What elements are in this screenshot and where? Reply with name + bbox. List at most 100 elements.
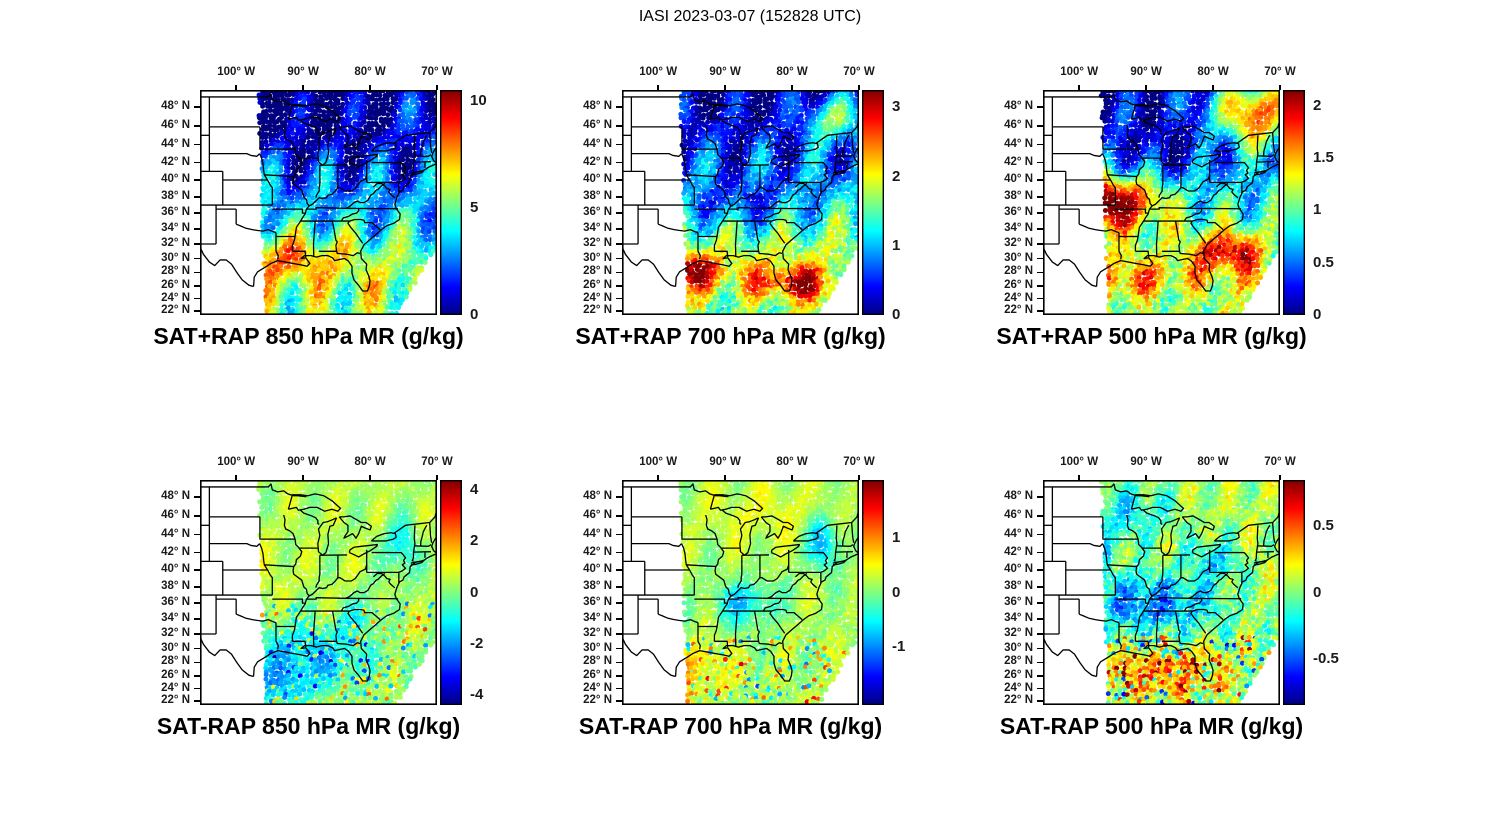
lat-tick-label: 40° N bbox=[161, 173, 190, 185]
lon-tick-label: 80° W bbox=[354, 456, 386, 468]
lat-tick-mark bbox=[1037, 212, 1043, 214]
lon-tick-mark bbox=[235, 475, 237, 480]
panel-caption: SAT+RAP 500 hPa MR (g/kg) bbox=[996, 323, 1307, 349]
lat-tick-mark bbox=[1037, 647, 1043, 650]
lat-tick-label: 26° N bbox=[1004, 668, 1033, 681]
lat-tick-label: 48° N bbox=[1004, 489, 1033, 502]
lon-tick-mark bbox=[858, 475, 860, 480]
lon-tick-label: 80° W bbox=[776, 456, 808, 468]
lat-tick-mark bbox=[616, 647, 622, 650]
panel-caption: SAT+RAP 700 hPa MR (g/kg) bbox=[575, 323, 886, 349]
colorbar-tick-label: 2 bbox=[470, 532, 479, 550]
lat-tick-mark bbox=[194, 243, 200, 245]
lat-tick-label: 22° N bbox=[161, 693, 190, 706]
lat-tick-mark bbox=[1037, 125, 1043, 127]
lon-tick-mark bbox=[791, 85, 793, 90]
lat-tick-label: 22° N bbox=[161, 303, 190, 316]
lat-tick-mark bbox=[1037, 297, 1043, 300]
colorbar-tick-label: -0.5 bbox=[1313, 649, 1339, 667]
lon-tick-mark bbox=[302, 85, 304, 90]
lon-tick-mark bbox=[369, 85, 371, 90]
lat-tick-label: 40° N bbox=[1004, 173, 1033, 185]
lat-tick-mark bbox=[616, 161, 622, 164]
lat-tick-mark bbox=[616, 700, 622, 702]
lat-tick-mark bbox=[616, 515, 622, 517]
colorbar-tick-label: 2 bbox=[892, 167, 901, 185]
map-plot-canvas bbox=[622, 90, 859, 315]
colorbar-tick-label: 3 bbox=[892, 98, 901, 116]
lat-tick-label: 30° N bbox=[583, 641, 612, 654]
lat-tick-label: 34° N bbox=[583, 221, 612, 234]
panel-sat_minus_rap_500: 100° W 90° W 80° W 70° W 48° N 46° N 44° N 42° … bbox=[988, 450, 1357, 749]
lat-tick-mark bbox=[1037, 618, 1043, 620]
colorbar-tick-label: 0 bbox=[1313, 306, 1322, 323]
lat-tick-label: 32° N bbox=[161, 236, 190, 249]
lat-tick-mark bbox=[1037, 143, 1043, 146]
lat-tick-mark bbox=[616, 586, 622, 588]
lat-tick-label: 30° N bbox=[161, 251, 190, 264]
lat-tick-label: 46° N bbox=[1004, 508, 1033, 521]
lon-tick-mark bbox=[436, 85, 438, 90]
lat-tick-mark bbox=[1037, 243, 1043, 245]
lat-tick-label: 26° N bbox=[583, 278, 612, 291]
colorbar-tick-label: 0 bbox=[1313, 583, 1322, 601]
lat-tick-mark bbox=[194, 586, 200, 588]
lat-tick-mark bbox=[1037, 633, 1043, 635]
lon-tick-mark bbox=[1145, 85, 1147, 90]
panel-sat_minus_rap_850: 100° W 90° W 80° W 70° W 48° N 46° N 44° N 42° … bbox=[145, 450, 514, 749]
lat-tick-mark bbox=[1037, 271, 1043, 274]
lat-tick-mark bbox=[194, 515, 200, 517]
lon-tick-label: 90° W bbox=[709, 456, 741, 468]
lat-tick-mark bbox=[194, 675, 200, 677]
lon-tick-label: 70° W bbox=[1264, 456, 1296, 468]
colorbar-tick-label: 1.5 bbox=[1313, 149, 1334, 167]
lat-tick-label: 24° N bbox=[583, 681, 612, 694]
lat-tick-label: 48° N bbox=[583, 99, 612, 112]
lon-tick-mark bbox=[657, 475, 659, 480]
panel-sat_plus_rap_850: 100° W 90° W 80° W 70° W 48° N 46° N 44° N 42° … bbox=[145, 60, 514, 359]
lat-tick-mark bbox=[194, 633, 200, 635]
lat-tick-label: 40° N bbox=[583, 173, 612, 185]
lat-tick-mark bbox=[194, 496, 200, 498]
lat-tick-mark bbox=[194, 228, 200, 230]
lat-tick-label: 28° N bbox=[1004, 265, 1033, 278]
lon-tick-label: 100° W bbox=[639, 66, 678, 78]
colorbar bbox=[862, 90, 884, 315]
lat-tick-mark bbox=[1037, 228, 1043, 230]
lat-tick-mark bbox=[1037, 661, 1043, 664]
lat-tick-label: 38° N bbox=[1004, 189, 1033, 202]
colorbar-tick-label: 1 bbox=[892, 528, 901, 546]
lat-tick-mark bbox=[1037, 196, 1043, 198]
panel-caption: SAT-RAP 850 hPa MR (g/kg) bbox=[156, 713, 461, 739]
lat-tick-label: 26° N bbox=[1004, 278, 1033, 291]
lat-tick-label: 28° N bbox=[1004, 655, 1033, 668]
lon-tick-mark bbox=[302, 475, 304, 480]
lat-tick-label: 46° N bbox=[583, 508, 612, 521]
colorbar-tick-label: 4 bbox=[470, 481, 479, 499]
lat-tick-label: 44° N bbox=[583, 137, 612, 150]
colorbar-tick-label: 0.5 bbox=[1313, 253, 1334, 271]
lat-tick-mark bbox=[1037, 257, 1043, 260]
lon-tick-mark bbox=[724, 475, 726, 480]
colorbar-tick-label: 0 bbox=[892, 306, 901, 323]
lat-tick-label: 40° N bbox=[583, 563, 612, 575]
lat-tick-mark bbox=[1037, 179, 1043, 181]
figure-title: IASI 2023-03-07 (152828 UTC) bbox=[638, 8, 862, 25]
map-plot-canvas bbox=[622, 480, 859, 705]
colorbar bbox=[1283, 480, 1305, 705]
lat-tick-mark bbox=[194, 533, 200, 536]
colorbar bbox=[1283, 90, 1305, 315]
lat-tick-mark bbox=[616, 228, 622, 230]
lon-tick-label: 90° W bbox=[709, 66, 741, 78]
lon-tick-label: 70° W bbox=[843, 66, 875, 78]
lat-tick-label: 42° N bbox=[161, 545, 190, 558]
lat-tick-mark bbox=[616, 687, 622, 690]
lat-tick-mark bbox=[1037, 106, 1043, 108]
colorbar-tick-label: -4 bbox=[470, 685, 484, 703]
lat-tick-label: 24° N bbox=[161, 681, 190, 694]
colorbar-tick-label: 2 bbox=[1313, 96, 1322, 114]
lat-tick-label: 36° N bbox=[583, 206, 612, 219]
lon-tick-label: 80° W bbox=[354, 66, 386, 78]
lat-tick-label: 22° N bbox=[1004, 303, 1033, 316]
